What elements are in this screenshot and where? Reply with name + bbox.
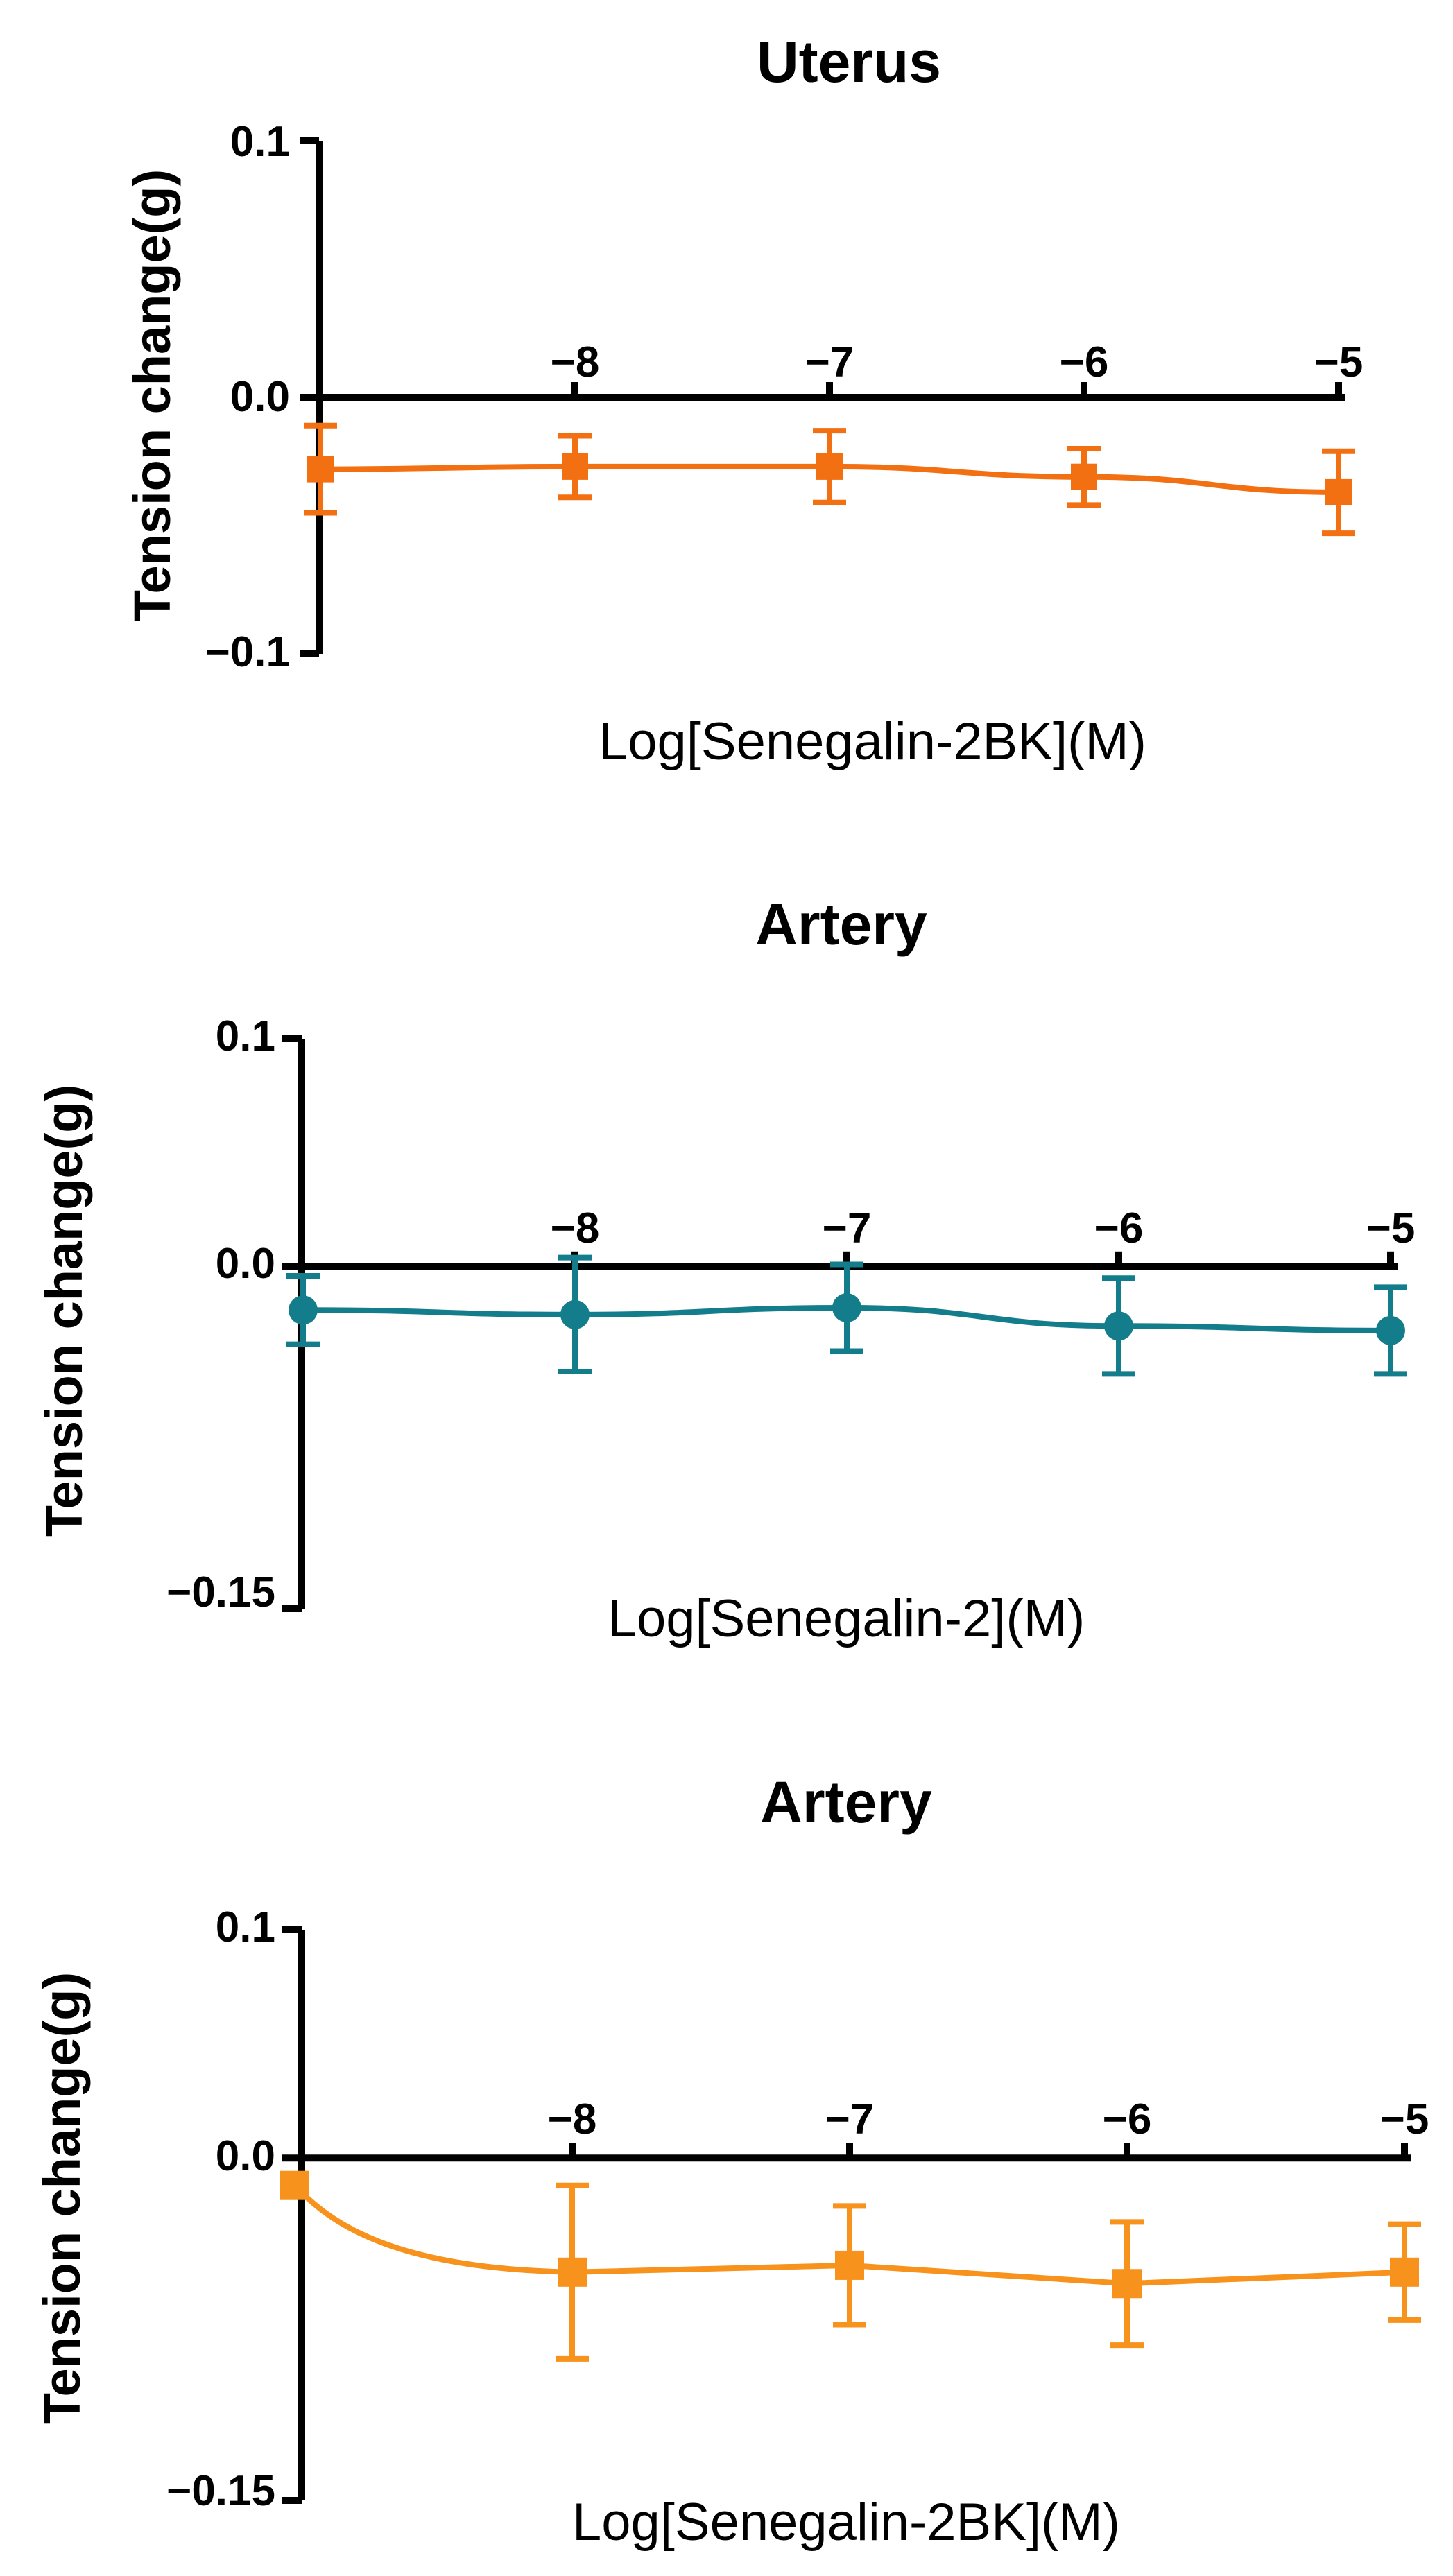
data-point	[280, 2170, 309, 2200]
data-point	[1071, 463, 1097, 490]
data-point	[307, 456, 334, 483]
x-tick-label: −8	[551, 338, 600, 386]
y-tick-label: 0.0	[216, 1240, 275, 1288]
data-point	[1104, 1311, 1133, 1341]
x-axis-label: Log[Senegalin-2BK](M)	[599, 712, 1146, 771]
x-tick-label: −6	[1060, 338, 1109, 386]
y-tick-label: −0.15	[166, 2467, 275, 2515]
x-tick-label: −8	[551, 1204, 600, 1252]
chart-title: Uterus	[757, 29, 941, 94]
y-axis-label: Tension change(g)	[123, 169, 181, 621]
data-point	[562, 453, 588, 480]
y-tick-label: 0.1	[216, 1903, 275, 1951]
data-point	[832, 1293, 861, 1322]
x-tick-label: −7	[825, 2095, 875, 2143]
data-point	[835, 2250, 864, 2280]
y-axis-label: Tension change(g)	[33, 1972, 91, 2424]
x-tick-label: −5	[1314, 338, 1364, 386]
data-point	[560, 1299, 590, 1329]
y-axis-label: Tension change(g)	[35, 1084, 93, 1537]
y-tick-label: 0.0	[230, 373, 290, 421]
y-tick-label: 0.1	[216, 1012, 275, 1060]
data-point	[1112, 2269, 1142, 2299]
data-point	[1376, 1315, 1405, 1345]
x-axis-label: Log[Senegalin-2BK](M)	[572, 2493, 1120, 2552]
chart-title: Artery	[755, 892, 927, 957]
x-tick-label: −5	[1366, 1204, 1416, 1252]
y-tick-label: −0.15	[166, 1568, 275, 1616]
x-tick-label: −6	[1094, 1204, 1144, 1252]
y-tick-label: 0.1	[230, 118, 290, 166]
chart-title: Artery	[760, 1770, 932, 1835]
x-tick-label: −6	[1103, 2095, 1152, 2143]
chart-panel-artery-senegalin-2: Artery Tension change(g) Log[Senegalin-2…	[35, 892, 1415, 1648]
chart-panel-uterus: Uterus Tension change(g) Log[Senegalin-2…	[123, 29, 1363, 771]
y-tick-label: −0.1	[205, 628, 290, 676]
x-axis-label: Log[Senegalin-2](M)	[608, 1589, 1085, 1648]
x-tick-label: −7	[805, 338, 854, 386]
x-tick-label: −5	[1380, 2095, 1429, 2143]
data-point	[558, 2257, 587, 2287]
data-point	[816, 453, 843, 480]
data-point	[289, 1295, 318, 1325]
data-point	[1390, 2257, 1419, 2287]
chart-panel-artery-senegalin-2bk: Artery Tension change(g) Log[Senegalin-2…	[33, 1770, 1429, 2552]
data-point	[1325, 478, 1352, 505]
x-tick-label: −8	[548, 2095, 597, 2143]
y-tick-label: 0.0	[216, 2132, 275, 2180]
x-tick-label: −7	[823, 1204, 872, 1252]
